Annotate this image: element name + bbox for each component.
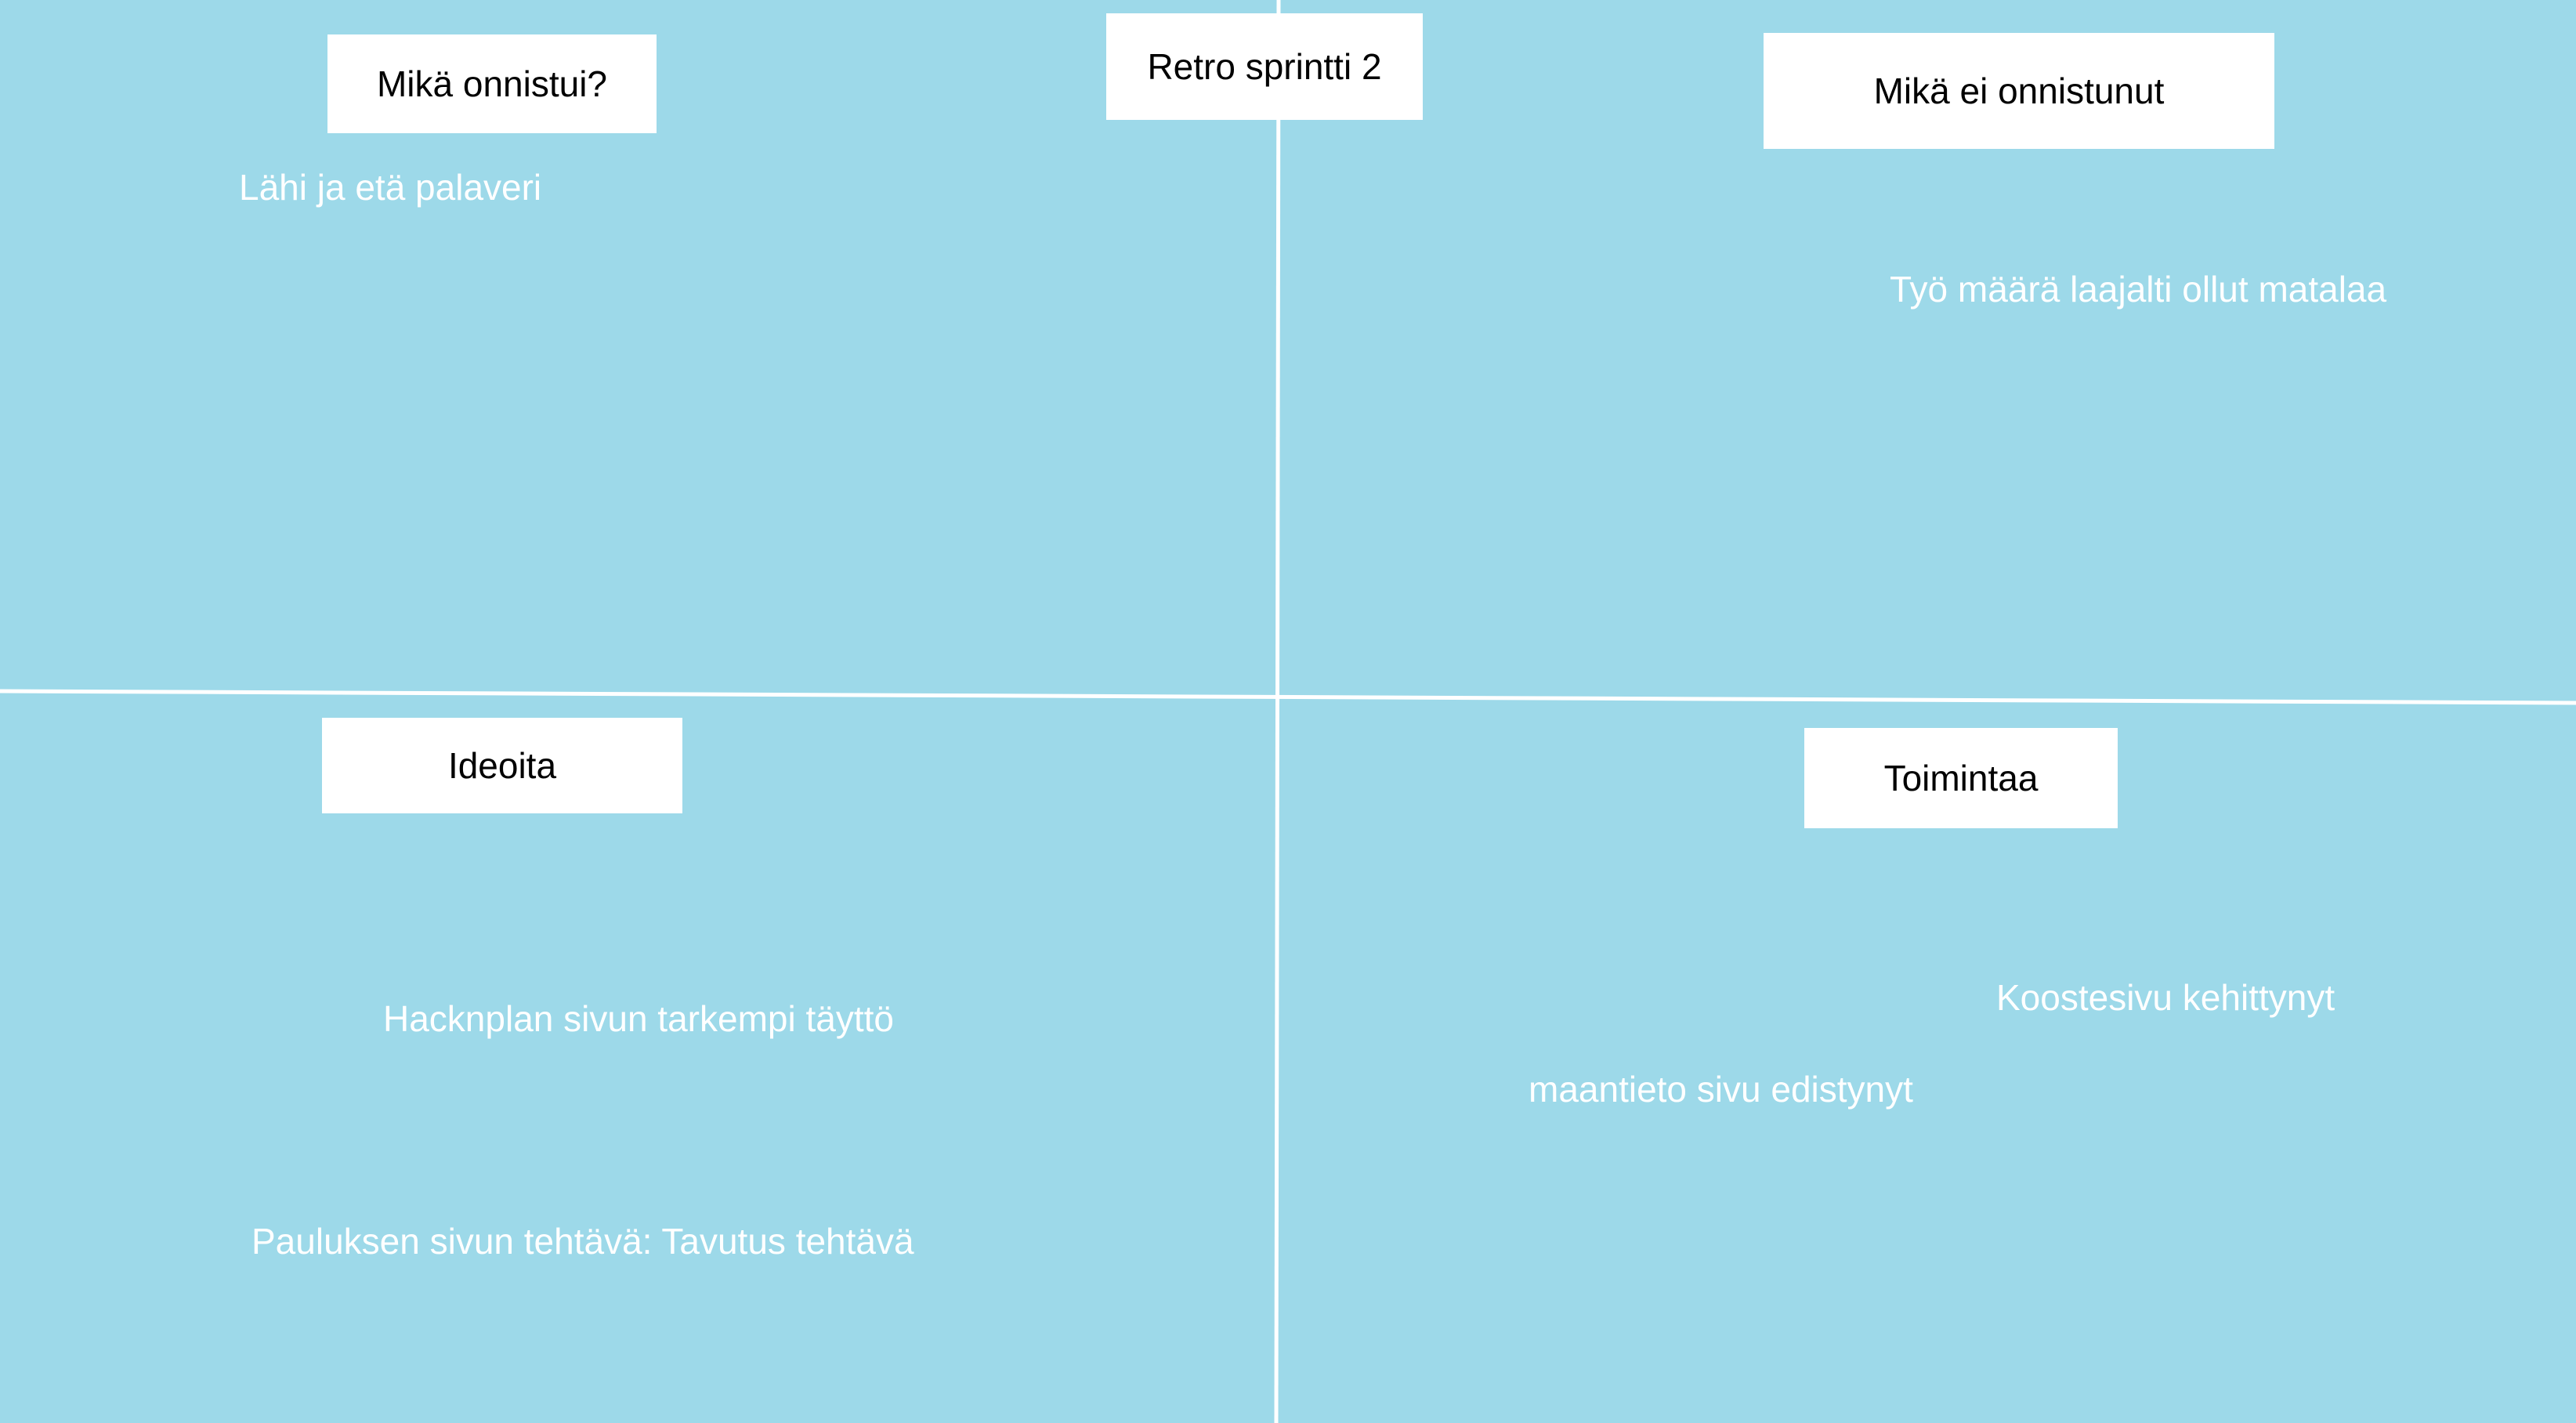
heading-top-left: Mikä onnistui? <box>327 34 657 133</box>
note-bottom-right-2: maantieto sivu edistynyt <box>1529 1069 1913 1110</box>
heading-bottom-left: Ideoita <box>322 718 682 813</box>
heading-bottom-right: Toimintaa <box>1804 728 2118 828</box>
vertical-divider <box>1274 0 1281 1423</box>
note-bottom-left-2: Pauluksen sivun tehtävä: Tavutus tehtävä <box>251 1221 914 1262</box>
heading-bottom-left-text: Ideoita <box>447 745 557 786</box>
heading-bottom-right-text: Toimintaa <box>1883 758 2039 798</box>
heading-top-right: Mikä ei onnistunut <box>1764 33 2274 149</box>
heading-top-left-text: Mikä onnistui? <box>376 63 608 104</box>
note-bottom-left-1: Hacknplan sivun tarkempi täyttö <box>383 998 894 1039</box>
board-title-text: Retro sprintti 2 <box>1147 46 1382 87</box>
horizontal-divider <box>0 689 2576 705</box>
heading-top-right-text: Mikä ei onnistunut <box>1873 71 2165 111</box>
board-title: Retro sprintti 2 <box>1106 13 1423 120</box>
note-top-left-1: Lähi ja etä palaveri <box>239 167 542 208</box>
note-top-right-1: Työ määrä laajalti ollut matalaa <box>1890 269 2387 310</box>
note-bottom-right-1: Koostesivu kehittynyt <box>1996 977 2335 1018</box>
